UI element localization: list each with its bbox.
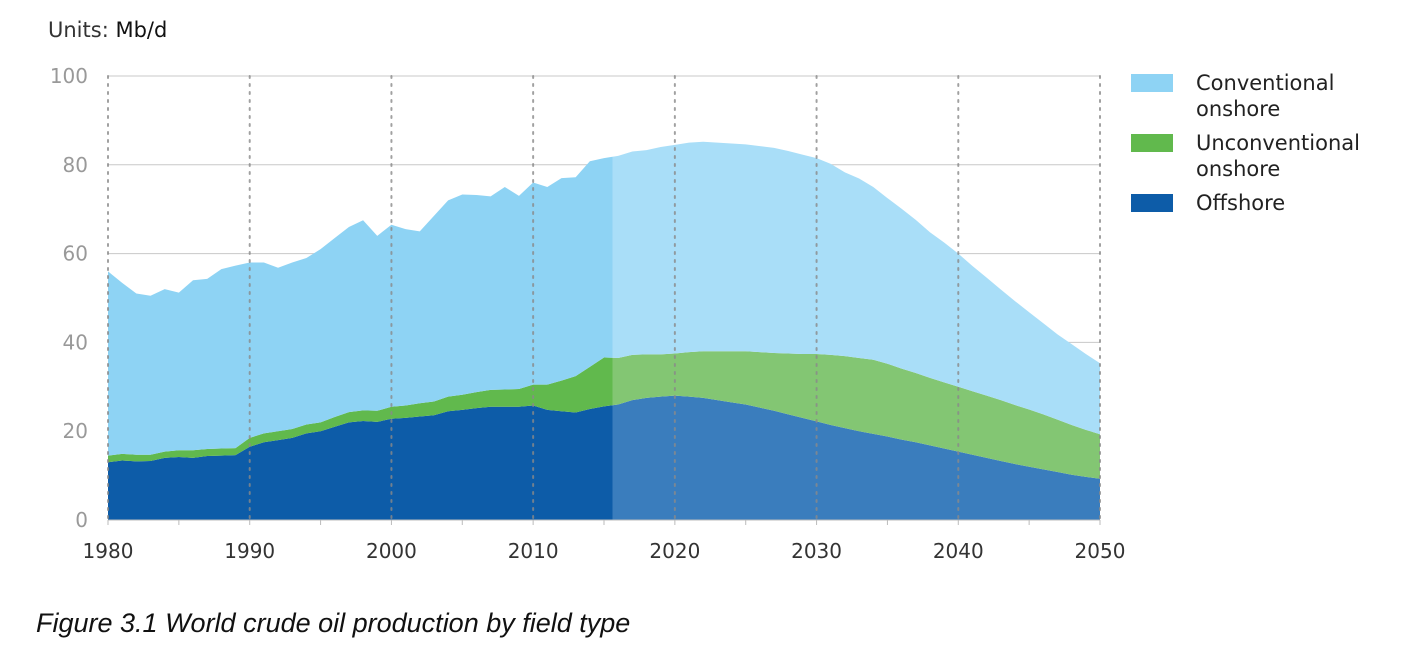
x-tick-label-2020: 2020 bbox=[649, 539, 700, 563]
vertical-dotted-gridlines bbox=[107, 75, 1101, 521]
legend-label-offshore: Offshore bbox=[1196, 191, 1286, 215]
units-label: Units: Mb/d bbox=[48, 18, 168, 42]
figure-caption: Figure 3.1 World crude oil production by… bbox=[36, 608, 631, 638]
y-tick-label-100: 100 bbox=[50, 64, 88, 88]
area-unconventional-projected bbox=[612, 351, 1100, 479]
x-tick-label-1990: 1990 bbox=[224, 539, 275, 563]
legend-swatch-conventional bbox=[1131, 74, 1173, 92]
area-series bbox=[108, 141, 1100, 520]
x-tick-label-2000: 2000 bbox=[366, 539, 417, 563]
y-tick-label-20: 20 bbox=[63, 419, 88, 443]
legend-swatch-unconventional bbox=[1131, 134, 1173, 152]
area-conventional-historical bbox=[108, 156, 613, 456]
y-tick-label-40: 40 bbox=[63, 330, 88, 354]
x-tick-label-2010: 2010 bbox=[508, 539, 559, 563]
legend-label-unconventional: Unconventional onshore bbox=[1196, 131, 1360, 181]
y-tick-label-60: 60 bbox=[63, 242, 88, 266]
area-offshore-projected bbox=[612, 395, 1100, 520]
legend-label-conventional: Conventional onshore bbox=[1196, 71, 1335, 121]
legend-item-offshore: Offshore bbox=[1131, 190, 1396, 216]
y-tick-label-0: 0 bbox=[75, 508, 88, 532]
x-tick-label-2050: 2050 bbox=[1075, 539, 1126, 563]
x-tick-label-2030: 2030 bbox=[791, 539, 842, 563]
legend-swatch-offshore bbox=[1131, 194, 1173, 212]
x-tick-label-2040: 2040 bbox=[933, 539, 984, 563]
area-conventional-projected bbox=[612, 141, 1100, 435]
y-tick-label-80: 80 bbox=[63, 153, 88, 177]
x-tick-label-1980: 1980 bbox=[83, 539, 134, 563]
legend-item-unconventional: Unconventional onshore bbox=[1131, 130, 1396, 182]
units-value: Mb/d bbox=[115, 18, 168, 42]
area-offshore-historical bbox=[108, 405, 613, 520]
legend-item-conventional: Conventional onshore bbox=[1131, 70, 1396, 122]
legend: Conventional onshore Unconventional onsho… bbox=[1131, 70, 1396, 224]
